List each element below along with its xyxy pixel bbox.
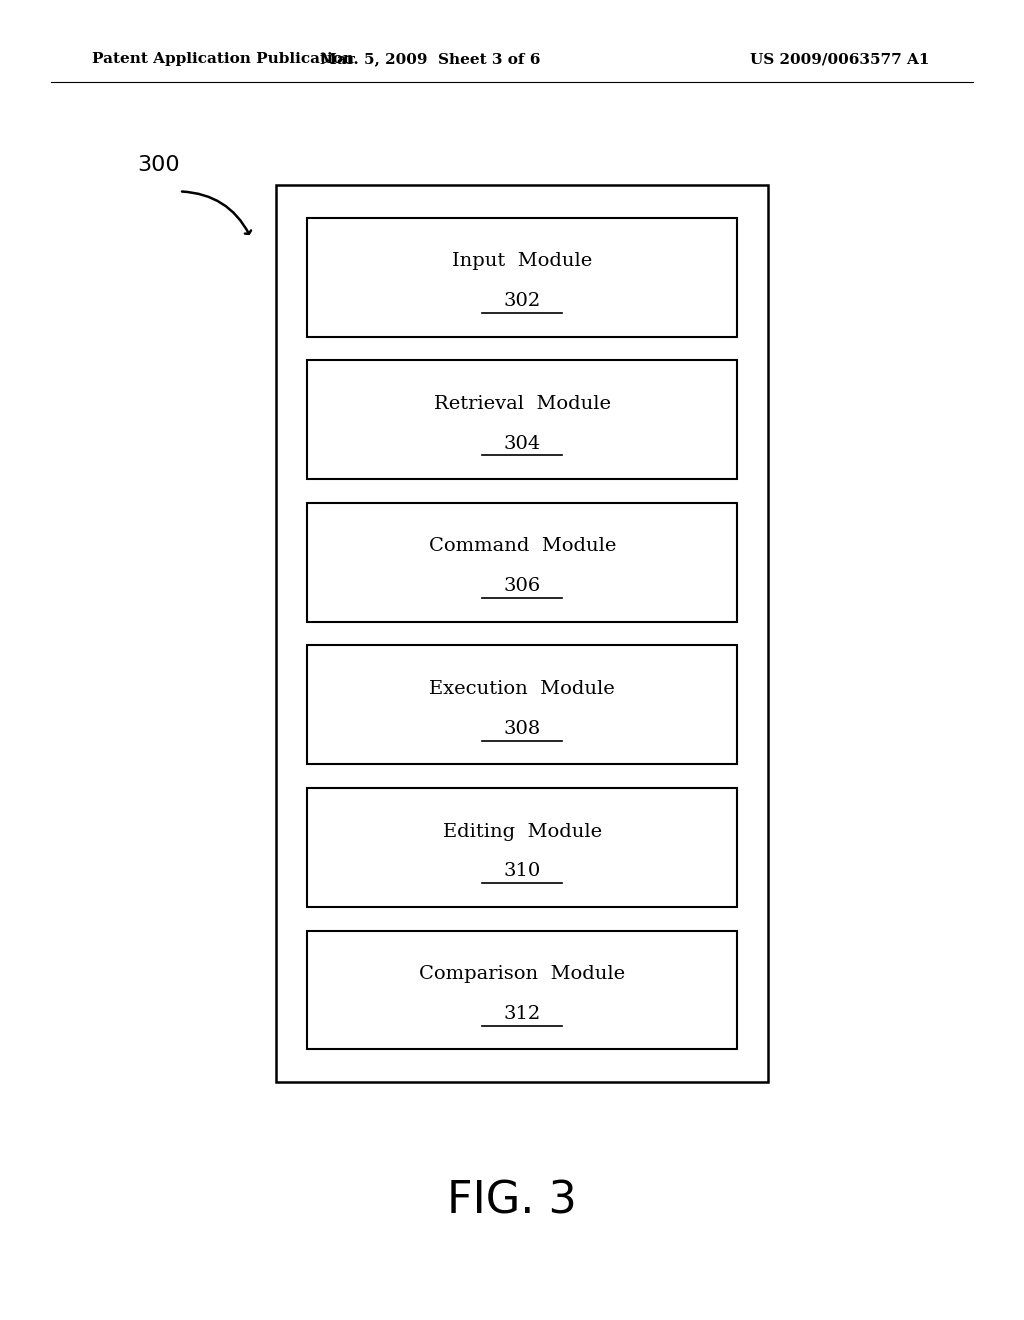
Text: FIG. 3: FIG. 3 [447, 1180, 577, 1222]
FancyBboxPatch shape [307, 931, 737, 1049]
Text: Command  Module: Command Module [429, 537, 615, 556]
Text: Input  Module: Input Module [453, 252, 592, 271]
FancyBboxPatch shape [307, 645, 737, 764]
FancyBboxPatch shape [307, 503, 737, 622]
FancyBboxPatch shape [307, 218, 737, 337]
Text: 304: 304 [504, 434, 541, 453]
Text: 308: 308 [504, 719, 541, 738]
FancyBboxPatch shape [276, 185, 768, 1082]
Text: Execution  Module: Execution Module [429, 680, 615, 698]
Text: Retrieval  Module: Retrieval Module [434, 395, 610, 413]
Text: Comparison  Module: Comparison Module [419, 965, 626, 983]
Text: 302: 302 [504, 292, 541, 310]
Text: Editing  Module: Editing Module [442, 822, 602, 841]
Text: Patent Application Publication: Patent Application Publication [92, 53, 354, 66]
Text: 306: 306 [504, 577, 541, 595]
Text: 300: 300 [137, 154, 180, 176]
Text: US 2009/0063577 A1: US 2009/0063577 A1 [750, 53, 930, 66]
FancyBboxPatch shape [307, 788, 737, 907]
Text: 312: 312 [504, 1005, 541, 1023]
FancyBboxPatch shape [307, 360, 737, 479]
Text: Mar. 5, 2009  Sheet 3 of 6: Mar. 5, 2009 Sheet 3 of 6 [319, 53, 541, 66]
Text: 310: 310 [504, 862, 541, 880]
